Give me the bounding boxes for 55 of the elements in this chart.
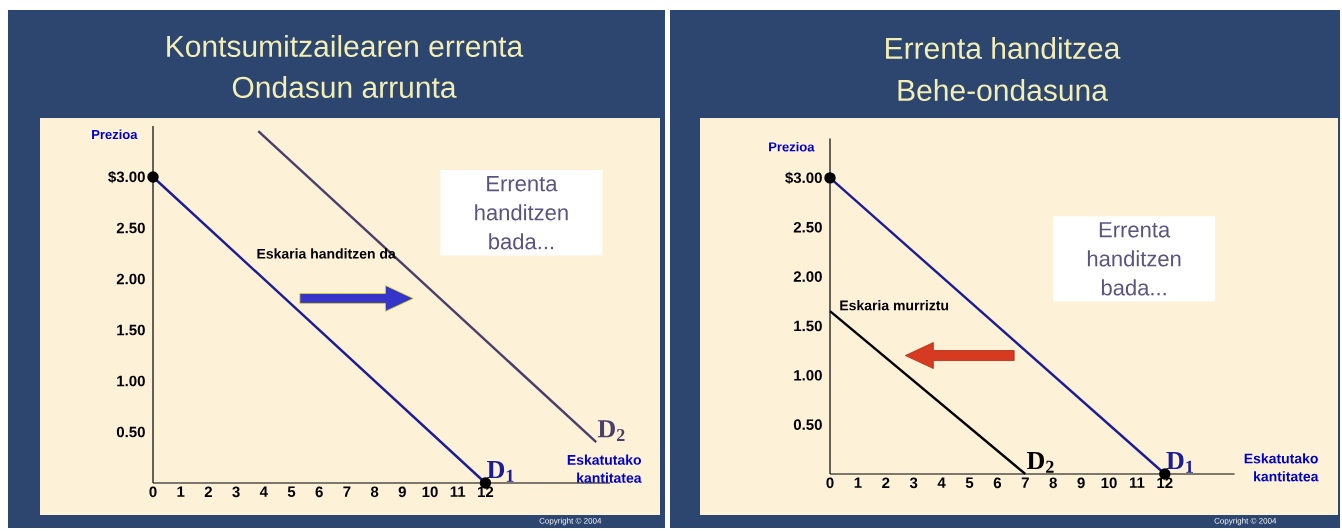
x-tick-label: 5	[965, 477, 974, 488]
chart-title: Errenta handitzea	[886, 36, 1121, 60]
y-axis-title: Prezioa	[769, 141, 815, 152]
annotation: Errenta handitzen bada...	[1087, 222, 1181, 296]
y-axis-title: Prezioa	[92, 129, 138, 140]
annotation: Eskaria murriztu	[840, 300, 949, 311]
y-tick-label: 1.00	[794, 369, 822, 381]
x-tick-label: 10	[1101, 477, 1117, 489]
x-tick-label: 2	[882, 477, 890, 489]
x-tick-label: 8	[370, 486, 379, 498]
x-tick-label: 12	[478, 486, 494, 498]
x-tick-label: 4	[937, 477, 946, 488]
y-tick-label: 2.50	[116, 222, 145, 234]
y-tick-label: 2.50	[793, 221, 822, 233]
y-tick-label: $3.00	[785, 171, 822, 185]
text: Copyright © 2004	[539, 517, 602, 526]
x-axis-title: Eskatutako kantitatea	[567, 454, 642, 483]
x-tick-label: 12	[1157, 477, 1173, 489]
chart-subtitle: Ondasun arrunta	[232, 75, 457, 99]
y-tick-label: 0.50	[116, 426, 145, 438]
series-label: D$_{1}$	[487, 461, 514, 482]
x-tick-label: 3	[909, 477, 918, 489]
x-tick-label: 5	[287, 486, 296, 497]
x-tick-label: 2	[204, 486, 212, 498]
x-tick-label: 11	[450, 486, 466, 497]
y-tick-label: 2.00	[116, 273, 145, 285]
x-tick-label: 8	[1049, 477, 1057, 489]
y-tick-label: 1.50	[117, 324, 145, 336]
series-label: D$_{1}$	[1166, 452, 1193, 473]
series-label: D$_{2}$	[1026, 452, 1054, 473]
x-tick-label: 4	[259, 486, 268, 497]
x-tick-label: 0	[149, 486, 157, 498]
y-tick-label: 2.00	[793, 271, 822, 282]
y-tick-label: $3.00	[108, 170, 145, 184]
x-tick-label: 1	[177, 486, 185, 497]
x-axis-title: Eskatutako kantitatea	[1244, 453, 1319, 482]
chart-title: Kontsumitzailearen errenta	[167, 34, 524, 58]
y-tick-label: 0.50	[793, 419, 822, 430]
y-tick-label: 1.50	[794, 320, 822, 332]
x-tick-label: 10	[422, 486, 438, 498]
series-label: D$_{2}$	[597, 420, 625, 441]
x-tick-label: 7	[1021, 477, 1029, 488]
chart-subtitle: Behe-ondasuna	[898, 78, 1108, 102]
x-tick-label: 9	[398, 486, 406, 498]
y-tick-label: 1.00	[117, 375, 145, 387]
x-tick-label: 6	[993, 477, 1002, 489]
x-tick-label: 3	[232, 486, 240, 498]
x-tick-label: 0	[826, 477, 834, 489]
text: Copyright © 2004	[1214, 517, 1277, 526]
x-tick-label: 9	[1077, 477, 1085, 489]
annotation: Errenta handitzen bada...	[475, 176, 568, 250]
x-tick-label: 6	[315, 486, 323, 498]
x-tick-label: 1	[854, 477, 862, 488]
x-tick-label: 11	[1129, 477, 1145, 488]
x-tick-label: 7	[343, 486, 351, 497]
